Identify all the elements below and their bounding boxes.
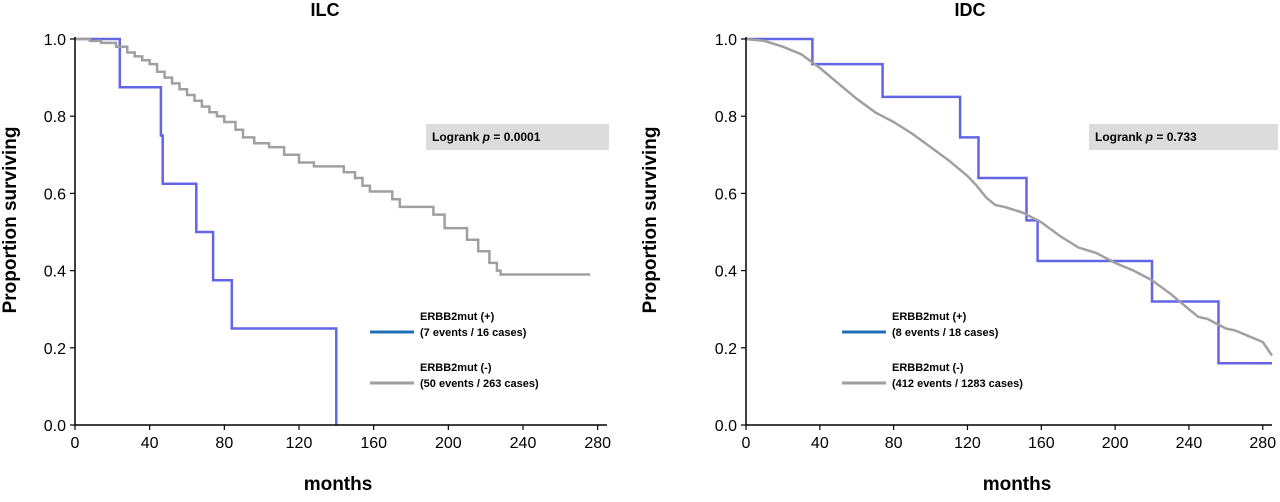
logrank-label: Logrank p = 0.0001 (432, 130, 541, 144)
x-tick-label: 240 (1176, 435, 1203, 452)
chart-title: IDC (955, 0, 986, 20)
legend-label-neg-1: ERBB2mut (-) (420, 362, 492, 374)
y-tick-label: 1.0 (44, 32, 66, 49)
axis-ticks: 0 40 80 120 160 200 240 280 0.0 0.2 0.4 0.6 0.8 1.0 (44, 32, 611, 452)
logrank-label: Logrank p = 0.733 (1095, 130, 1197, 144)
x-tick-label: 280 (584, 435, 611, 452)
legend-label-neg-2: (412 events / 1283 cases) (892, 378, 1023, 390)
legend: ERBB2mut (+) (8 events / 18 cases) ERBB2… (842, 311, 1023, 390)
y-tick-label: 0.2 (715, 341, 737, 358)
x-tick-label: 200 (1102, 435, 1129, 452)
series-line-erbb2mut-pos (746, 37, 1272, 365)
y-tick-label: 0.6 (44, 186, 66, 203)
y-tick-label: 0.2 (44, 341, 66, 358)
x-tick-label: 0 (71, 435, 80, 452)
legend-label-pos-2: (8 events / 18 cases) (892, 327, 999, 339)
series-layer (75, 37, 591, 425)
y-tick-label: 0.8 (44, 109, 66, 126)
x-tick-label: 40 (811, 435, 829, 452)
x-tick-label: 80 (215, 435, 233, 452)
x-tick-label: 120 (954, 435, 981, 452)
y-tick-label: 0.0 (44, 418, 66, 435)
x-tick-label: 200 (435, 435, 462, 452)
chart-panel-ilc: ILC 0 40 80 120 160 200 240 280 0.0 0.2 0.4 0.6 0.8 1… (0, 0, 640, 497)
logrank-box (426, 124, 609, 150)
legend-label-pos-1: ERBB2mut (+) (420, 311, 495, 323)
x-tick-label: 240 (510, 435, 537, 452)
x-axis-label: months (983, 474, 1052, 495)
axes (745, 37, 1272, 426)
y-axis-label: Proportion surviving (0, 127, 21, 314)
x-tick-label: 160 (360, 435, 387, 452)
y-axis-label: Proportion surviving (640, 127, 661, 314)
y-tick-label: 0.8 (715, 109, 737, 126)
chart-panel-idc: IDC 0 40 80 120 160 200 240 280 0.0 0.2 0.4 0.6 0.8 1… (640, 0, 1280, 497)
x-tick-label: 0 (742, 435, 751, 452)
y-tick-label: 0.4 (44, 264, 66, 281)
series-line-erbb2mut-pos (75, 37, 338, 425)
y-tick-label: 0.4 (715, 264, 737, 281)
axis-ticks: 0 40 80 120 160 200 240 280 0.0 0.2 0.4 0.6 0.8 1.0 (715, 32, 1276, 452)
x-tick-label: 120 (286, 435, 313, 452)
legend-label-pos-2: (7 events / 16 cases) (420, 327, 527, 339)
series-line-erbb2mut-neg (745, 37, 1274, 357)
y-tick-label: 0.0 (715, 418, 737, 435)
x-axis-label: months (304, 474, 373, 495)
logrank-box (1089, 124, 1278, 150)
km-chart-ilc: ILC 0 40 80 120 160 200 240 280 0.0 0.2 0.4 0.6 0.8 1… (0, 0, 611, 495)
chart-title: ILC (311, 0, 340, 20)
km-chart-idc: IDC 0 40 80 120 160 200 240 280 0.0 0.2 0.4 0.6 0.8 1… (640, 0, 1278, 495)
axes (74, 37, 607, 426)
x-tick-label: 80 (885, 435, 903, 452)
series-layer (745, 37, 1274, 365)
y-tick-label: 0.6 (715, 186, 737, 203)
legend: ERBB2mut (+) (7 events / 16 cases) ERBB2… (370, 311, 539, 390)
x-tick-label: 40 (141, 435, 159, 452)
legend-label-pos-1: ERBB2mut (+) (892, 311, 967, 323)
x-tick-label: 280 (1249, 435, 1276, 452)
legend-label-neg-1: ERBB2mut (-) (892, 362, 964, 374)
legend-label-neg-2: (50 events / 263 cases) (420, 378, 539, 390)
x-tick-label: 160 (1028, 435, 1055, 452)
y-tick-label: 1.0 (715, 32, 737, 49)
series-line-erbb2mut-neg (75, 37, 591, 276)
